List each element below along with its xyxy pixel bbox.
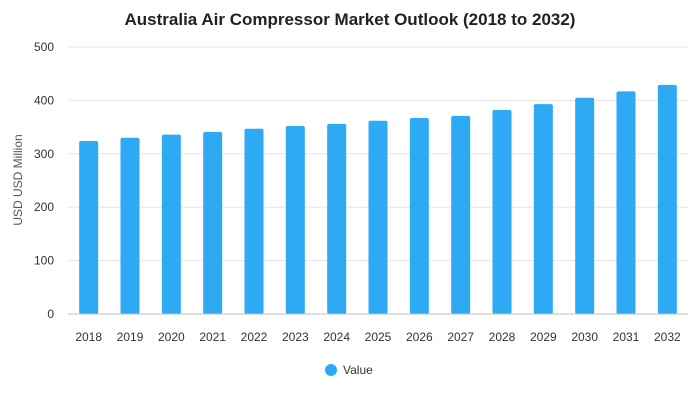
y-tick-label: 100 xyxy=(34,254,54,268)
x-tick-label: 2030 xyxy=(571,330,598,344)
legend[interactable]: Value xyxy=(325,363,373,377)
bar-2025[interactable] xyxy=(368,120,388,314)
bar-2020[interactable] xyxy=(161,134,181,314)
chart-title: Australia Air Compressor Market Outlook … xyxy=(125,10,576,29)
x-tick-label: 2021 xyxy=(199,330,226,344)
x-tick-label: 2020 xyxy=(158,330,185,344)
bar-2018[interactable] xyxy=(79,140,99,314)
bar-2030[interactable] xyxy=(575,97,595,314)
bar-2019[interactable] xyxy=(120,137,140,314)
x-tick-label: 2028 xyxy=(489,330,516,344)
x-tick-label: 2018 xyxy=(75,330,102,344)
bar-2032[interactable] xyxy=(657,84,677,314)
bar-2029[interactable] xyxy=(533,104,553,314)
x-tick-label: 2023 xyxy=(282,330,309,344)
x-tick-label: 2024 xyxy=(323,330,350,344)
bar-2023[interactable] xyxy=(285,126,305,314)
x-tick-label: 2025 xyxy=(365,330,392,344)
x-axis-ticks: 2018 2019 2020 2021 2022 2023 2024 2025 2026 2027… xyxy=(75,330,681,344)
legend-marker-value xyxy=(325,364,337,376)
x-tick-label: 2032 xyxy=(654,330,681,344)
y-axis-title: USD USD Million xyxy=(11,134,25,225)
bar-2027[interactable] xyxy=(451,115,471,314)
y-tick-label: 200 xyxy=(34,200,54,214)
bar-2024[interactable] xyxy=(327,123,347,315)
x-tick-label: 2029 xyxy=(530,330,557,344)
bar-2031[interactable] xyxy=(616,91,636,315)
bars xyxy=(79,84,677,315)
legend-label-value: Value xyxy=(343,363,373,377)
y-tick-label: 400 xyxy=(34,93,54,107)
y-tick-label: 0 xyxy=(47,307,54,321)
bar-2021[interactable] xyxy=(203,131,223,314)
x-tick-label: 2026 xyxy=(406,330,433,344)
y-tick-label: 300 xyxy=(34,147,54,161)
bar-2028[interactable] xyxy=(492,110,512,315)
y-tick-label: 500 xyxy=(34,40,54,54)
x-tick-label: 2027 xyxy=(447,330,474,344)
bar-2022[interactable] xyxy=(244,128,264,314)
x-tick-label: 2031 xyxy=(613,330,640,344)
bar-2026[interactable] xyxy=(409,118,429,314)
x-tick-label: 2022 xyxy=(241,330,268,344)
x-tick-label: 2019 xyxy=(117,330,144,344)
y-axis-ticks: 0 100 200 300 400 500 xyxy=(34,40,54,321)
